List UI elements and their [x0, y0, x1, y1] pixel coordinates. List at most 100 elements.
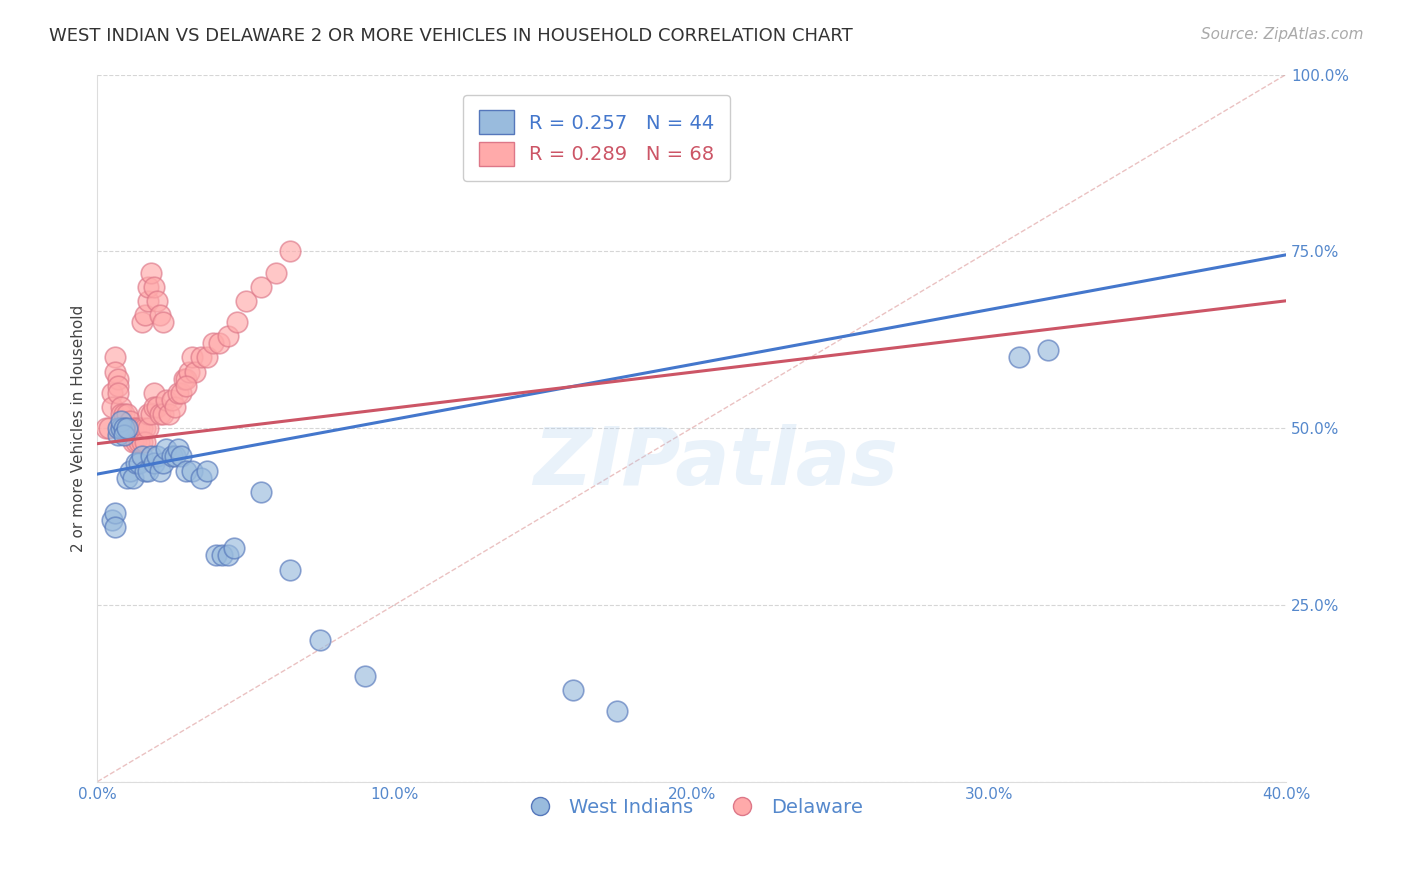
Point: [166, 385, 188, 400]
Point: [149, 407, 172, 421]
Point: [169, 450, 191, 464]
Point: [125, 421, 148, 435]
Point: [134, 421, 156, 435]
Point: [160, 392, 183, 407]
Point: [125, 457, 148, 471]
Point: [112, 421, 135, 435]
Point: [110, 421, 132, 435]
Point: [181, 464, 204, 478]
Point: [110, 414, 132, 428]
Legend: West Indians, Delaware: West Indians, Delaware: [513, 790, 870, 825]
Point: [208, 336, 231, 351]
Point: [152, 407, 174, 421]
Point: [112, 407, 135, 421]
Point: [107, 371, 129, 385]
Point: [264, 266, 287, 280]
Point: [561, 682, 583, 697]
Point: [101, 400, 124, 414]
Point: [163, 450, 186, 464]
Point: [146, 400, 169, 414]
Point: [184, 365, 207, 379]
Point: [142, 457, 165, 471]
Point: [222, 541, 245, 556]
Point: [122, 435, 145, 450]
Point: [280, 244, 302, 259]
Point: [169, 385, 191, 400]
Point: [157, 407, 180, 421]
Point: [104, 365, 127, 379]
Point: [107, 385, 129, 400]
Point: [136, 407, 159, 421]
Point: [96, 421, 118, 435]
Point: [115, 421, 138, 435]
Point: [110, 407, 132, 421]
Point: [115, 470, 138, 484]
Point: [190, 470, 212, 484]
Point: [155, 442, 177, 457]
Point: [122, 470, 145, 484]
Point: [128, 421, 150, 435]
Point: [149, 308, 172, 322]
Point: [104, 351, 127, 365]
Point: [104, 506, 127, 520]
Point: [176, 378, 198, 392]
Point: [104, 520, 127, 534]
Point: [101, 385, 124, 400]
Point: [176, 371, 198, 385]
Point: [136, 421, 159, 435]
Text: WEST INDIAN VS DELAWARE 2 OR MORE VEHICLES IN HOUSEHOLD CORRELATION CHART: WEST INDIAN VS DELAWARE 2 OR MORE VEHICL…: [49, 27, 853, 45]
Point: [249, 484, 271, 499]
Y-axis label: 2 or more Vehicles in Household: 2 or more Vehicles in Household: [72, 304, 86, 552]
Point: [136, 279, 159, 293]
Point: [98, 421, 121, 435]
Point: [131, 421, 153, 435]
Point: [110, 400, 132, 414]
Point: [160, 450, 183, 464]
Point: [249, 279, 271, 293]
Point: [139, 407, 162, 421]
Point: [166, 442, 188, 457]
Point: [149, 464, 172, 478]
Point: [112, 428, 135, 442]
Point: [131, 450, 153, 464]
Text: Source: ZipAtlas.com: Source: ZipAtlas.com: [1201, 27, 1364, 42]
Point: [146, 293, 169, 308]
Point: [146, 450, 169, 464]
Point: [142, 385, 165, 400]
Point: [202, 336, 225, 351]
Point: [235, 293, 257, 308]
Point: [226, 315, 249, 329]
Point: [211, 549, 233, 563]
Point: [115, 407, 138, 421]
Point: [152, 315, 174, 329]
Point: [139, 266, 162, 280]
Point: [136, 464, 159, 478]
Point: [217, 549, 239, 563]
Point: [122, 421, 145, 435]
Point: [115, 428, 138, 442]
Point: [107, 378, 129, 392]
Point: [142, 400, 165, 414]
Point: [118, 464, 141, 478]
Point: [139, 450, 162, 464]
Point: [142, 279, 165, 293]
Point: [134, 435, 156, 450]
Point: [353, 668, 375, 682]
Point: [309, 633, 332, 648]
Point: [118, 428, 141, 442]
Point: [107, 421, 129, 435]
Point: [1007, 351, 1029, 365]
Point: [152, 457, 174, 471]
Point: [101, 513, 124, 527]
Point: [134, 464, 156, 478]
Point: [173, 371, 195, 385]
Point: [181, 351, 204, 365]
Point: [205, 549, 228, 563]
Point: [128, 435, 150, 450]
Point: [115, 421, 138, 435]
Point: [131, 435, 153, 450]
Point: [606, 704, 628, 718]
Point: [136, 293, 159, 308]
Point: [179, 365, 201, 379]
Point: [155, 392, 177, 407]
